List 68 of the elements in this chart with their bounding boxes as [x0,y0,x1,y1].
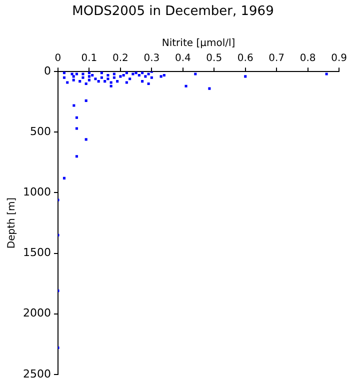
point [122,74,125,77]
point [72,75,75,78]
point [88,78,90,82]
point [78,80,82,83]
point [104,80,106,83]
point [106,78,110,80]
x-tick-label: 0.2 [112,53,128,64]
point [147,72,150,76]
y-tick-label: 1500 [22,246,51,260]
point [94,78,97,80]
point [112,72,116,76]
point [116,80,119,83]
point [106,74,110,77]
point [66,81,69,84]
point [75,127,78,130]
point [138,74,140,77]
y-tick-label: 2500 [22,367,51,380]
point [82,72,84,76]
point [141,80,144,83]
point [72,78,75,82]
x-axis-title: Nitrite [µmol/l] [162,38,236,50]
y-tick-label: 1000 [22,186,51,199]
point [208,87,211,90]
x-tick-label: 0.5 [206,53,222,64]
y-axis-title: Depth [m] [6,197,18,249]
point [97,80,100,83]
point [100,76,103,79]
x-tick-label: 0.8 [300,53,316,64]
x-tick-label: 0 [54,53,62,64]
point [84,82,88,85]
point [184,84,188,88]
y-tick-label: 2000 [22,306,51,320]
point [72,104,76,107]
x-tick-label: 0.1 [81,53,98,64]
point [162,74,166,77]
point [128,78,132,80]
point [132,72,134,76]
point [82,76,84,79]
point [150,76,153,79]
point [88,75,90,78]
point [125,81,128,84]
point [194,72,197,76]
point [75,155,78,158]
point [144,75,147,78]
point [325,72,328,76]
point [110,84,112,88]
x-tick-label: 0.6 [237,53,254,64]
y-tick-label: 0 [44,64,51,78]
chart-title: MODS2005 in December, 1969 [72,4,274,20]
x-tick-label: 0.4 [174,53,191,64]
y-tick-label: 500 [30,125,51,138]
point [119,75,122,78]
point [84,99,88,102]
point [75,72,78,76]
point [91,74,94,77]
point [160,75,162,78]
x-tick-label: 0.3 [144,53,160,64]
point [112,76,116,79]
point [62,76,66,79]
point [110,81,112,84]
point [62,176,66,180]
point [147,82,150,85]
point [84,138,88,141]
point [75,116,78,119]
x-tick-label: 0.7 [268,53,285,64]
point [244,75,247,78]
point [70,72,74,76]
x-tick-label: 0.9 [331,53,347,64]
